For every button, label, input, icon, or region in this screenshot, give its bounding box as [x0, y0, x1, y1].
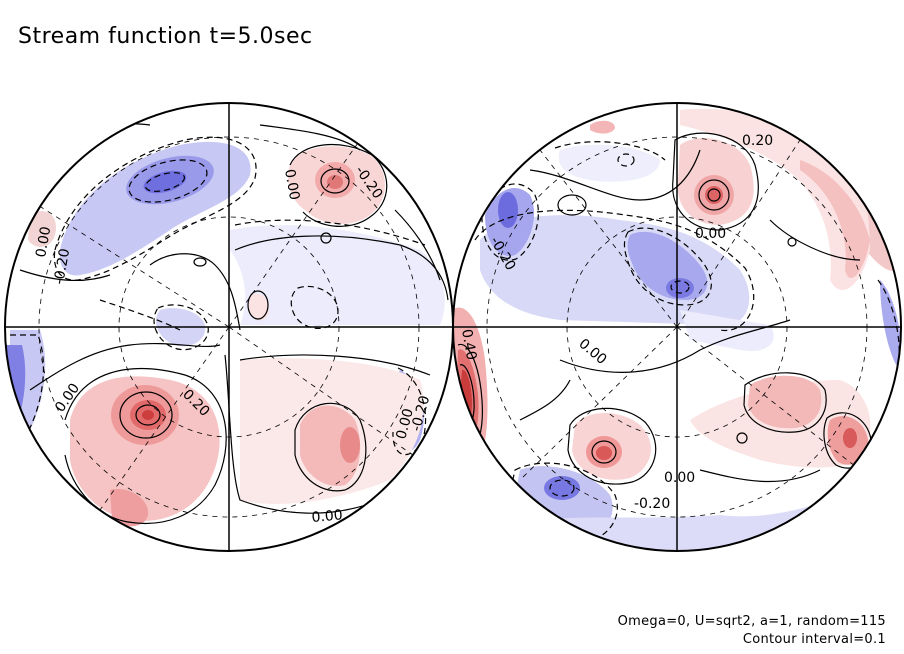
- contour-label: 0.20: [742, 133, 773, 149]
- contour-interval-caption: Contour interval=0.1: [742, 632, 886, 647]
- positive-region: [248, 293, 269, 321]
- negative-region: [28, 211, 56, 247]
- positive-core: [843, 428, 857, 448]
- contour-label: -0.20: [51, 247, 73, 285]
- chart-title: Stream function t=5.0sec: [18, 24, 313, 49]
- negative-region: [880, 280, 901, 370]
- positive-region: [300, 405, 361, 486]
- left-hemisphere: [5, 103, 453, 551]
- positive-region: [800, 160, 870, 279]
- contour-label: 0.00: [33, 225, 54, 258]
- positive-region: [70, 376, 220, 521]
- contour-label: 0.00: [311, 507, 343, 526]
- positive-core: [340, 427, 360, 463]
- positive-core: [142, 410, 154, 420]
- positive-region: [110, 489, 149, 527]
- positive-core: [596, 446, 612, 460]
- negative-region: [558, 144, 660, 182]
- contour-label: 0.40: [458, 328, 479, 361]
- negative-core: [143, 170, 187, 194]
- parameters-caption: Omega=0, U=sqrt2, a=1, random=115: [617, 614, 886, 629]
- positive-region: [748, 375, 822, 429]
- negative-core: [498, 192, 518, 228]
- positive-region: [590, 120, 615, 134]
- negative-region: [230, 225, 445, 325]
- contour-label: 0.00: [664, 470, 695, 486]
- contour-label: -0.20: [634, 496, 670, 512]
- positive-core: [327, 175, 343, 189]
- contour-label: 0.00: [393, 407, 417, 441]
- contour-label: 0.00: [695, 226, 726, 242]
- right-hemisphere-outline: [452, 102, 902, 552]
- contour-label: 0.00: [281, 168, 302, 201]
